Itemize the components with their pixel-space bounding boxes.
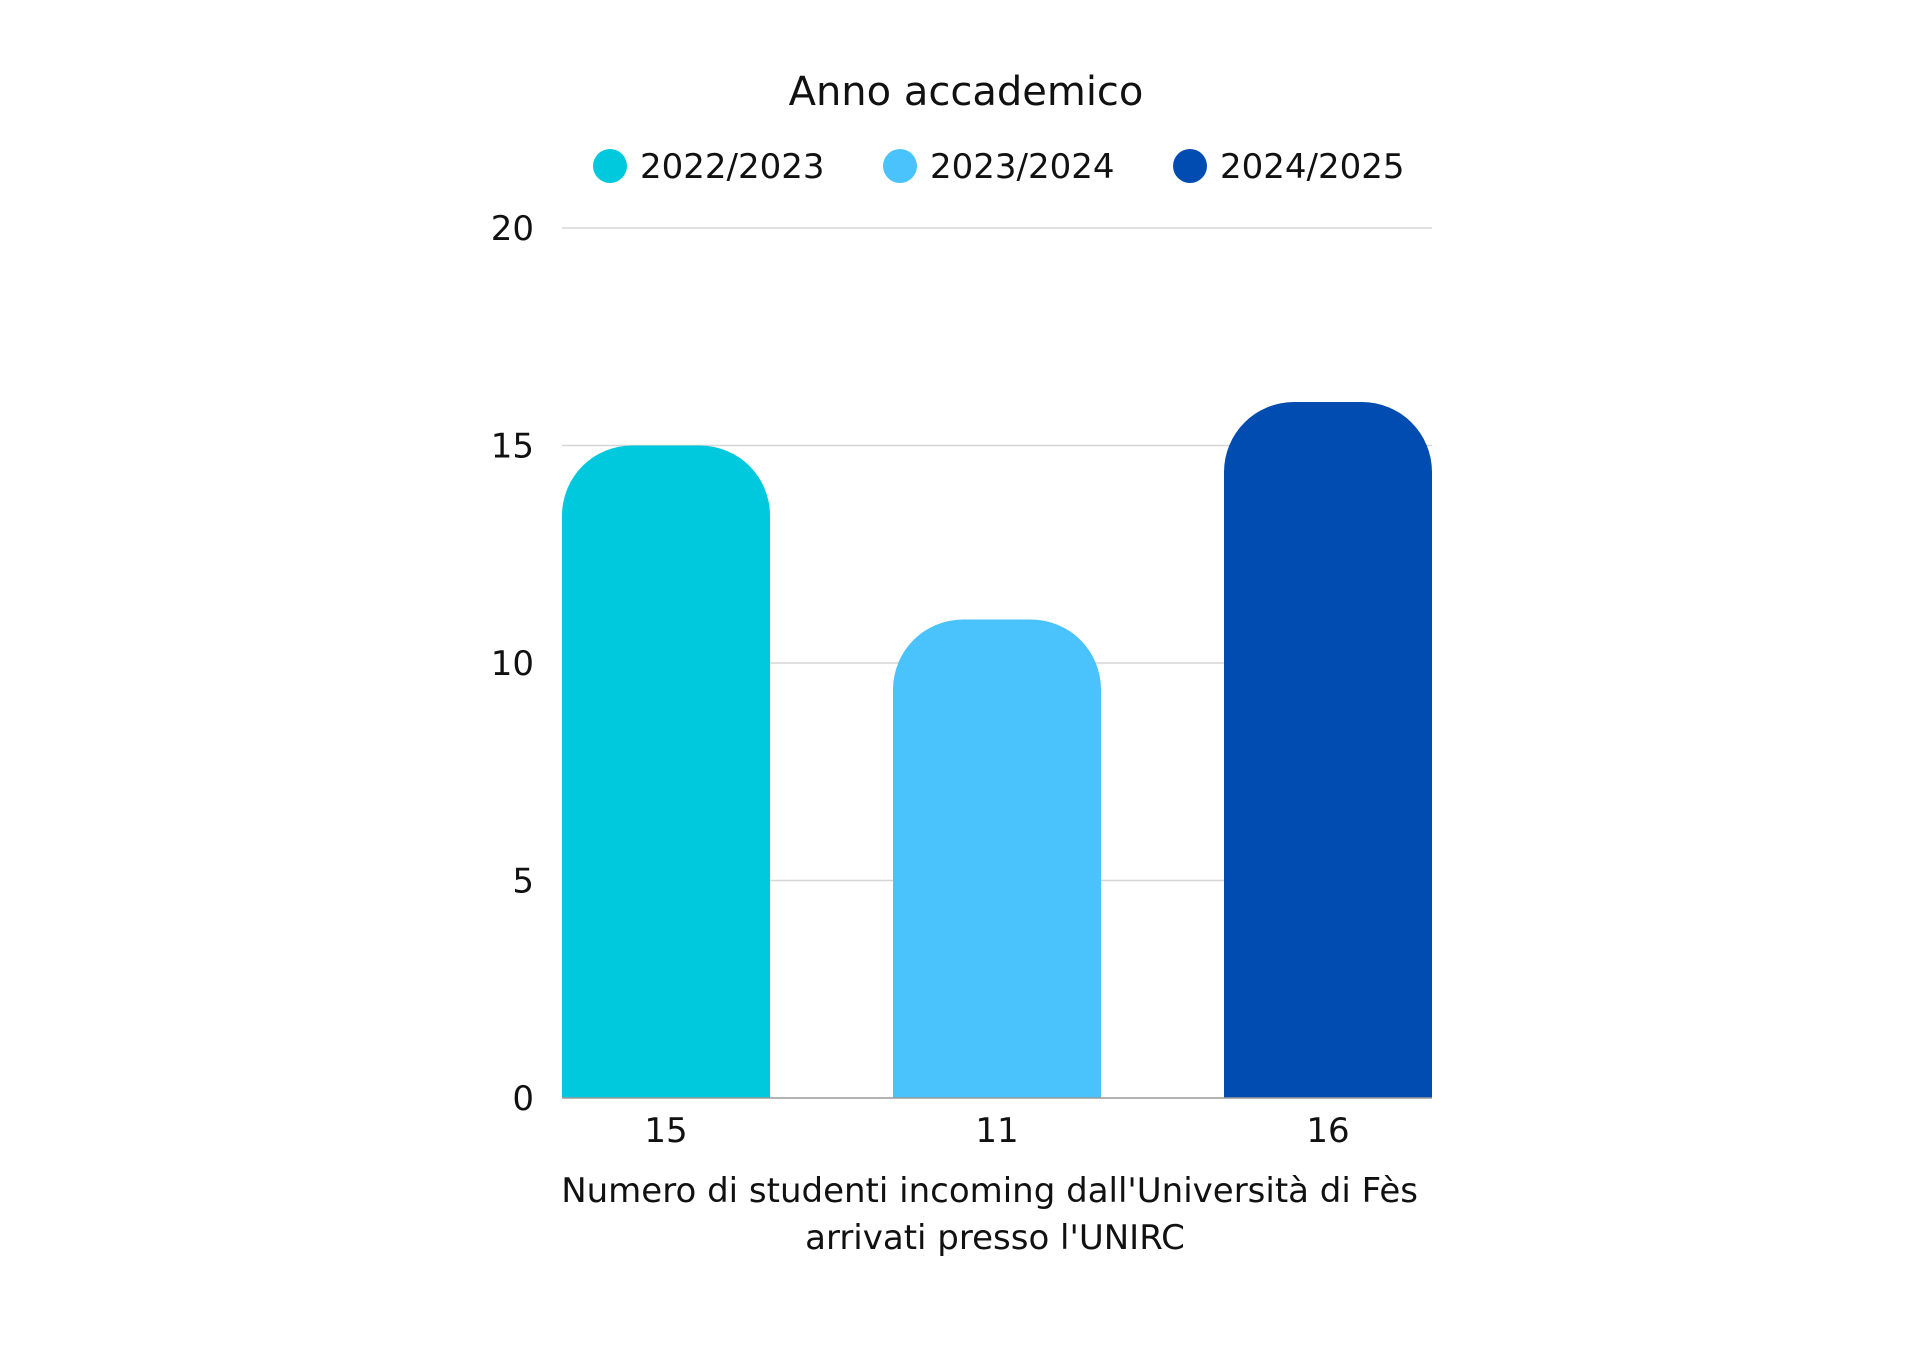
bar-2023-2024 [893, 619, 1101, 1098]
legend: 2022/2023 2023/2024 2024/2025 [593, 147, 1405, 187]
bar-2024-2025 [1224, 402, 1432, 1098]
y-tick-label: 20 [491, 209, 534, 249]
x-axis-title: Numero di studenti incoming dall'Univers… [561, 1171, 1429, 1258]
y-tick-label: 10 [491, 644, 534, 684]
x-axis-title-line-2: arrivati presso l'UNIRC [805, 1218, 1185, 1258]
legend-label: 2023/2024 [930, 147, 1115, 187]
legend-swatch [1173, 149, 1207, 183]
legend-title: Anno accademico [789, 69, 1144, 115]
x-tick-label: 15 [644, 1111, 687, 1151]
y-tick-label: 5 [512, 862, 534, 902]
y-axis-ticks: 0 5 10 15 20 [491, 209, 534, 1119]
legend-label: 2022/2023 [640, 147, 825, 187]
y-tick-label: 0 [512, 1079, 534, 1119]
bar-2022-2023 [562, 445, 770, 1098]
x-axis-ticks: 15 11 16 [644, 1111, 1349, 1151]
x-tick-label: 16 [1306, 1111, 1349, 1151]
legend-swatch [593, 149, 627, 183]
x-tick-label: 11 [975, 1111, 1018, 1151]
legend-item: 2024/2025 [1173, 147, 1405, 187]
legend-item: 2023/2024 [883, 147, 1115, 187]
x-axis-title-line-1: Numero di studenti incoming dall'Univers… [561, 1171, 1418, 1211]
legend-item: 2022/2023 [593, 147, 825, 187]
legend-label: 2024/2025 [1220, 147, 1405, 187]
bars [562, 402, 1432, 1098]
y-tick-label: 15 [491, 427, 534, 467]
legend-swatch [883, 149, 917, 183]
